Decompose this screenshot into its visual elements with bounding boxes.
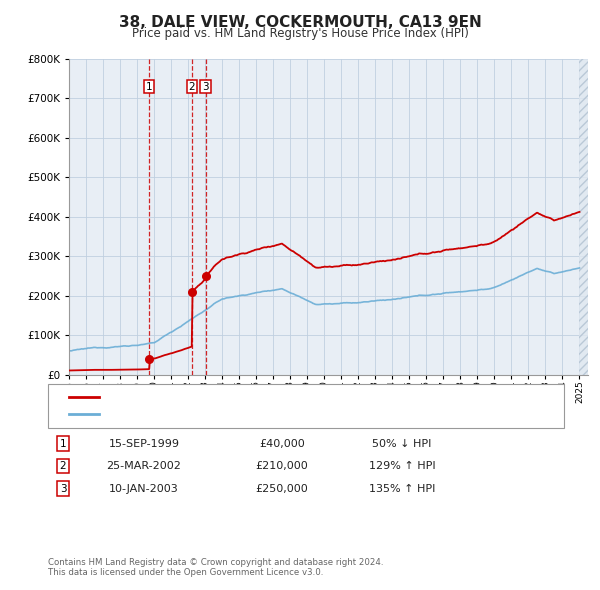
Text: 1: 1: [59, 439, 67, 448]
Text: £250,000: £250,000: [256, 484, 308, 493]
Text: Contains HM Land Registry data © Crown copyright and database right 2024.
This d: Contains HM Land Registry data © Crown c…: [48, 558, 383, 577]
Bar: [580, 59, 588, 375]
Bar: [580, 59, 588, 375]
Text: 2: 2: [59, 461, 67, 471]
Text: 50% ↓ HPI: 50% ↓ HPI: [373, 439, 431, 448]
Text: 2: 2: [189, 81, 196, 91]
Text: HPI: Average price, detached house, Cumberland: HPI: Average price, detached house, Cumb…: [105, 409, 350, 419]
Text: 38, DALE VIEW, COCKERMOUTH, CA13 9EN (detached house): 38, DALE VIEW, COCKERMOUTH, CA13 9EN (de…: [105, 392, 410, 402]
Text: 25-MAR-2002: 25-MAR-2002: [107, 461, 181, 471]
Text: 15-SEP-1999: 15-SEP-1999: [109, 439, 179, 448]
Text: 1: 1: [146, 81, 152, 91]
Text: 135% ↑ HPI: 135% ↑ HPI: [369, 484, 435, 493]
Text: Price paid vs. HM Land Registry's House Price Index (HPI): Price paid vs. HM Land Registry's House …: [131, 27, 469, 40]
Text: 129% ↑ HPI: 129% ↑ HPI: [368, 461, 436, 471]
Text: 3: 3: [202, 81, 209, 91]
Text: £210,000: £210,000: [256, 461, 308, 471]
Text: 38, DALE VIEW, COCKERMOUTH, CA13 9EN: 38, DALE VIEW, COCKERMOUTH, CA13 9EN: [119, 15, 481, 30]
Text: £40,000: £40,000: [259, 439, 305, 448]
Text: 10-JAN-2003: 10-JAN-2003: [109, 484, 179, 493]
Text: 3: 3: [59, 484, 67, 493]
